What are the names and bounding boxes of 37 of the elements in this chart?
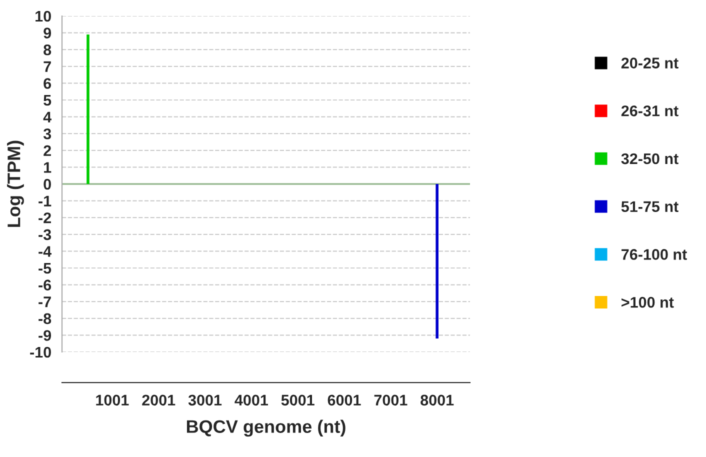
y-tick-label: -8 xyxy=(38,313,52,324)
legend-label: 26-31 nt xyxy=(621,106,678,116)
y-tick-label: 1 xyxy=(44,162,52,173)
x-axis-title: BQCV genome (nt) xyxy=(186,420,346,437)
legend-label: 76-100 nt xyxy=(622,249,687,260)
y-tick-label: 10 xyxy=(36,10,51,22)
y-tick-label: 3 xyxy=(43,128,52,140)
y-tick-label: -7 xyxy=(38,296,51,308)
y-tick-label: -2 xyxy=(38,212,51,224)
y-tick-label: -1 xyxy=(38,196,52,206)
y-tick-label: 9 xyxy=(44,28,52,38)
y-tick-label: 6 xyxy=(44,78,52,89)
x-tick-label: 6001 xyxy=(328,394,361,406)
y-tick-label: 8 xyxy=(44,44,52,56)
x-tick-label: 1001 xyxy=(96,394,129,406)
y-axis-title: Log (TPM) xyxy=(7,140,24,227)
y-tick-label: 7 xyxy=(44,61,51,72)
x-tick-label: 2001 xyxy=(142,394,176,406)
legend-label: 51-75 nt xyxy=(621,201,678,212)
y-tick-label: -10 xyxy=(30,346,51,358)
y-tick-label: -3 xyxy=(38,229,52,240)
y-tick-label: -6 xyxy=(38,280,52,290)
y-tick-label: 5 xyxy=(44,95,52,106)
y-tick-label: 4 xyxy=(43,112,52,122)
y-tick-label: -9 xyxy=(38,330,52,341)
legend-label: 20-25 nt xyxy=(621,58,678,68)
y-tick-label: 2 xyxy=(44,145,51,156)
y-tick-label: 0 xyxy=(44,178,51,190)
legend-label: 32-50 nt xyxy=(621,153,678,164)
x-tick-label: 7001 xyxy=(374,394,408,406)
y-tick-label: -4 xyxy=(38,246,52,257)
x-tick-label: 8001 xyxy=(420,394,454,406)
x-tick-label: 4001 xyxy=(234,394,268,406)
y-tick-label: -5 xyxy=(38,263,52,274)
legend-label: >100 nt xyxy=(622,296,674,308)
x-tick-label: 3001 xyxy=(188,394,222,406)
x-tick-label: 5001 xyxy=(281,394,314,406)
